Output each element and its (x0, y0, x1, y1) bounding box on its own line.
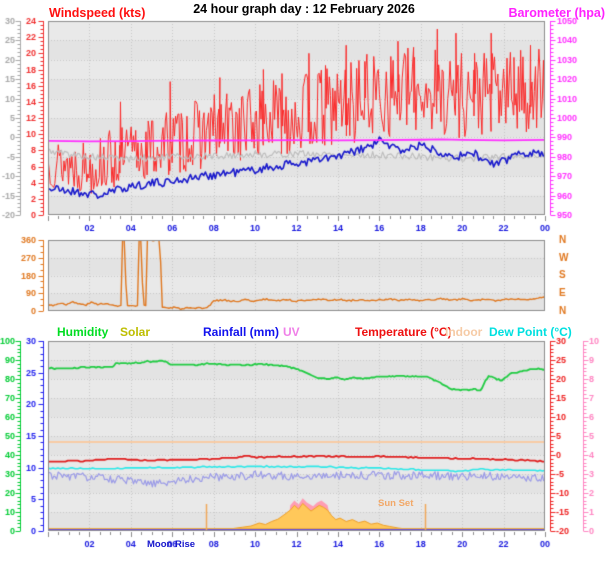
graph-title: 24 hour graph day : 12 February 2026 (193, 2, 415, 16)
moon-rise-annotation: Moon Rise (147, 539, 196, 550)
barometer-axis-title: Barometer (hpa) (508, 6, 605, 20)
sun-set-annotation: Sun Set (378, 498, 414, 509)
legend-dew-point: Dew Point (°C) (489, 325, 572, 339)
legend-indoor: Indoor (445, 325, 483, 339)
legend-uv: UV (283, 325, 300, 339)
legend-temperature: Temperature (°C) (355, 325, 452, 339)
legend-solar: Solar (120, 325, 151, 339)
legend-humidity: Humidity (57, 325, 109, 339)
legend-rainfall: Rainfall (mm) (203, 325, 280, 339)
windspeed-axis-title: Windspeed (kts) (49, 6, 146, 20)
